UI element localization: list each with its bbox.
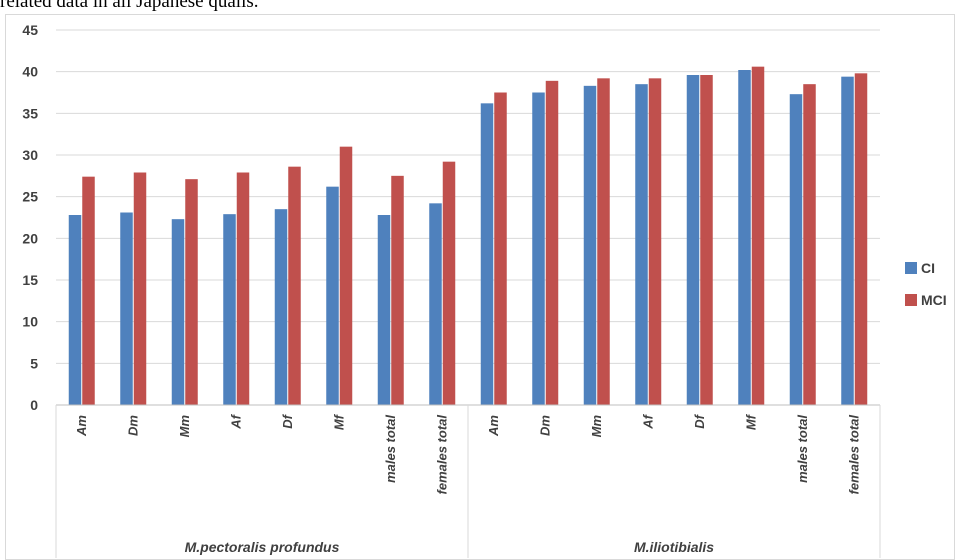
y-axis-ticks: 0 5 10 15 20 25 30 35 40 45 — [22, 22, 38, 413]
x-tick-label: Mf — [331, 413, 346, 430]
bar-mci-11 — [648, 78, 662, 405]
legend-swatch-mci — [905, 294, 917, 306]
bar-ci-15 — [841, 76, 854, 406]
y-tick-label: 45 — [22, 22, 38, 38]
bar-ci-5 — [326, 186, 339, 405]
y-tick-label: 30 — [22, 147, 38, 163]
x-tick-label: Df — [280, 413, 295, 428]
x-tick-label: males total — [795, 415, 810, 483]
bar-ci-2 — [171, 219, 185, 405]
y-tick-label: 25 — [22, 189, 38, 205]
bar-ci-1 — [120, 212, 133, 405]
group-label: M.iliotibialis — [634, 539, 714, 555]
group-label: M.pectoralis profundus — [185, 539, 340, 555]
y-tick-label: 40 — [22, 64, 38, 80]
legend: CI MCI — [905, 260, 947, 308]
y-tick-label: 20 — [22, 230, 38, 246]
y-tick-label: 0 — [30, 397, 38, 413]
bar-mci-12 — [700, 75, 713, 405]
bar-mci-10 — [597, 78, 610, 405]
bar-mci-7 — [442, 161, 456, 405]
x-tick-label: males total — [383, 415, 398, 483]
x-tick-label: Am — [486, 415, 501, 437]
x-tick-label: Dm — [537, 415, 552, 436]
bar-mci-0 — [82, 176, 95, 405]
x-tick-label: Am — [74, 415, 89, 437]
bar-mci-13 — [751, 66, 765, 406]
bars — [68, 66, 868, 406]
bar-mci-8 — [494, 92, 507, 405]
x-tick-label: Af — [640, 413, 655, 429]
x-tick-label: Mm — [177, 415, 192, 438]
y-tick-label: 15 — [22, 272, 38, 288]
bar-mci-4 — [288, 166, 301, 405]
x-tick-label: Mf — [743, 413, 758, 430]
bar-ci-8 — [480, 103, 494, 405]
bar-ci-6 — [377, 215, 391, 405]
bar-mci-14 — [803, 84, 816, 406]
bar-mci-9 — [545, 80, 559, 405]
x-tick-label: Mm — [589, 415, 604, 438]
x-axis — [55, 404, 881, 558]
bar-mci-2 — [185, 179, 198, 405]
bar-ci-3 — [223, 214, 236, 405]
x-axis-ticks: Am Dm Mm Af Df Mf males total females total Am Dm… — [74, 413, 862, 494]
bar-ci-10 — [583, 85, 597, 405]
legend-label-ci: CI — [921, 260, 935, 276]
y-tick-label: 5 — [30, 355, 38, 371]
legend-swatch-ci — [905, 262, 917, 274]
category-groups: M.pectoralis profundus M.iliotibialis — [185, 539, 715, 555]
bar-ci-4 — [274, 209, 288, 405]
x-tick-label: Dm — [125, 415, 140, 436]
bar-ci-0 — [68, 215, 82, 405]
x-tick-label: females total — [434, 415, 449, 495]
bar-ci-12 — [686, 75, 700, 405]
bar-mci-6 — [391, 175, 404, 405]
bar-ci-7 — [429, 203, 442, 405]
legend-label-mci: MCI — [921, 292, 947, 308]
figure-caption: related data in all Japanese quails. — [0, 0, 259, 12]
bar-mci-3 — [236, 172, 250, 405]
bar-mci-15 — [854, 73, 868, 405]
bar-ci-11 — [635, 84, 648, 406]
y-tick-label: 35 — [22, 105, 38, 121]
y-tick-label: 10 — [22, 314, 38, 330]
bar-mci-1 — [133, 172, 147, 405]
bar-ci-13 — [738, 70, 751, 405]
bar-mci-5 — [339, 146, 353, 405]
x-tick-label: Af — [228, 413, 243, 429]
bar-ci-14 — [789, 94, 803, 406]
x-tick-label: Df — [692, 413, 707, 428]
x-tick-label: females total — [846, 415, 861, 495]
bar-ci-9 — [532, 92, 545, 405]
